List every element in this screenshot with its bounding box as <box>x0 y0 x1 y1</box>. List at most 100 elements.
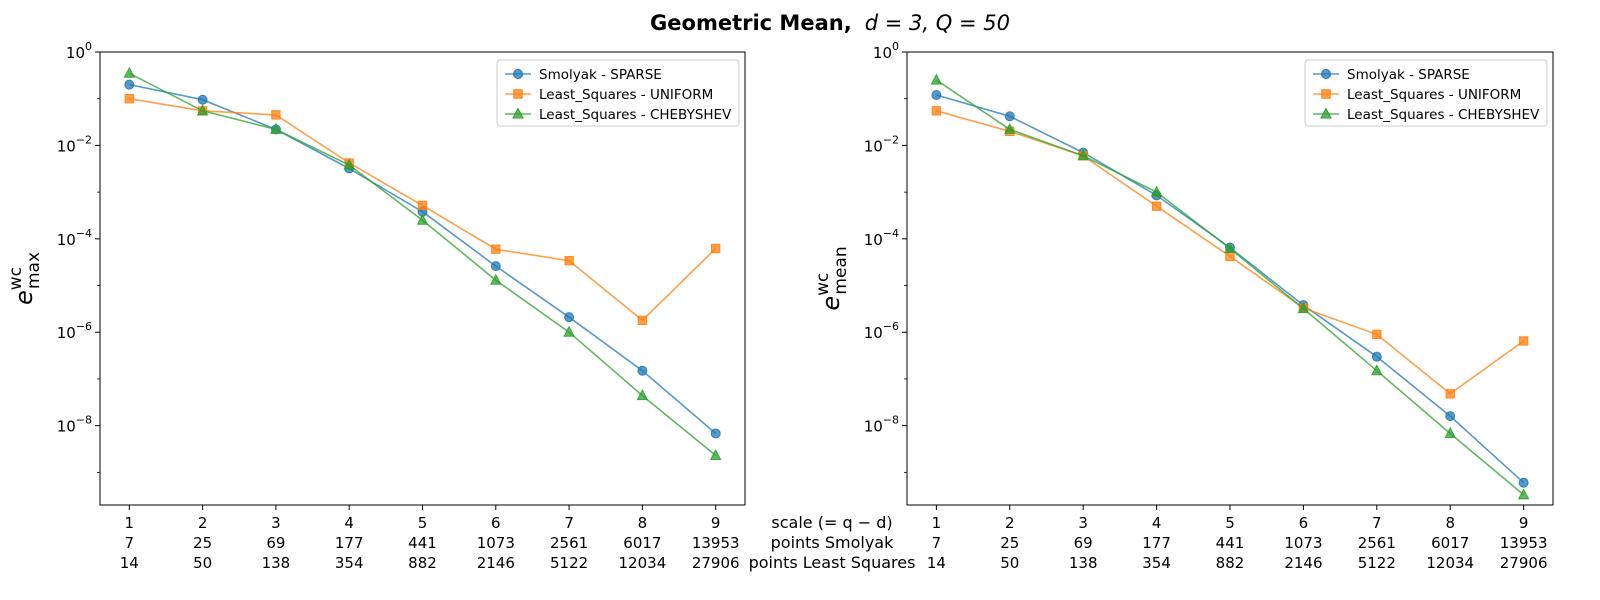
x-tick-label-points-least-squares: 354 <box>335 554 364 572</box>
y-tick-label: 10−8 <box>57 414 92 436</box>
data-point <box>1297 302 1310 314</box>
x-tick-label-points-smolyak: 7 <box>932 534 942 552</box>
legend-label: Least_Squares - CHEBYSHEV <box>539 107 732 123</box>
x-tick-label-scale: 5 <box>1225 514 1235 532</box>
data-point <box>124 79 135 90</box>
legend-marker <box>1320 107 1332 119</box>
title-math-text: d = 3, Q = 50 <box>865 11 1010 35</box>
x-tick-label-points-least-squares: 138 <box>1069 554 1098 572</box>
series-line <box>129 83 717 435</box>
data-point <box>271 110 281 120</box>
y-tick-label: 10−4 <box>864 227 899 249</box>
x-tick-label-points-least-squares: 27906 <box>692 554 740 572</box>
x-tick-label-points-smolyak: 7 <box>125 534 135 552</box>
data-point <box>1224 241 1236 254</box>
x-tick-label-scale: 9 <box>711 514 721 532</box>
legend-marker <box>513 89 523 99</box>
series-line <box>935 79 1525 496</box>
x-row-label: points Smolyak <box>771 533 894 552</box>
data-point <box>931 106 942 116</box>
x-tick-label-points-least-squares: 50 <box>1000 554 1019 572</box>
x-tick-label-points-smolyak: 441 <box>408 534 437 552</box>
y-tick-label: 10−2 <box>57 133 92 155</box>
data-point <box>270 122 282 134</box>
x-tick-label-points-smolyak: 2561 <box>1358 534 1396 552</box>
legend-marker <box>513 69 523 79</box>
x-tick-label-points-smolyak: 177 <box>335 534 364 552</box>
x-row-label: points Least Squares <box>749 553 916 572</box>
x-tick-label-points-smolyak: 69 <box>1074 534 1093 552</box>
data-point <box>709 448 722 460</box>
x-tick-label-points-least-squares: 882 <box>1216 554 1245 572</box>
data-point <box>123 66 136 78</box>
data-point <box>1077 149 1090 161</box>
data-point <box>1151 201 1162 211</box>
x-row-label: scale (= q − d) <box>771 513 892 532</box>
data-point <box>563 325 575 337</box>
x-tick-label-scale: 2 <box>198 514 208 532</box>
x-tick-label-points-least-squares: 27906 <box>1500 554 1548 572</box>
legend-marker <box>1321 89 1331 99</box>
x-tick-label-points-least-squares: 2146 <box>1284 554 1322 572</box>
y-tick-label: 10−2 <box>864 133 899 155</box>
y-axis-label: ewcmax <box>6 252 44 305</box>
data-point <box>931 90 942 101</box>
data-point <box>1518 477 1529 488</box>
x-tick-label-points-smolyak: 25 <box>193 534 212 552</box>
x-tick-label-points-smolyak: 6017 <box>623 534 661 552</box>
y-tick-label: 100 <box>873 40 899 62</box>
x-tick-label-scale: 1 <box>932 514 942 532</box>
data-point <box>489 273 502 285</box>
x-tick-label-points-least-squares: 354 <box>1142 554 1171 572</box>
legend-frame <box>496 59 740 127</box>
x-tick-label-points-smolyak: 69 <box>266 534 285 552</box>
x-tick-label-points-least-squares: 14 <box>120 554 139 572</box>
data-point <box>1445 411 1456 422</box>
legend-marker <box>1321 69 1331 79</box>
data-point <box>197 94 208 105</box>
chart-panel-2: 10010−210−410−610−8ewcmean17142255036913… <box>813 40 1554 572</box>
x-tick-label-scale: 7 <box>1372 514 1382 532</box>
x-tick-label-points-least-squares: 12034 <box>619 554 667 572</box>
y-tick-label: 100 <box>66 40 92 62</box>
figure-title: Geometric Mean, d = 3, Q = 50 <box>650 11 1010 35</box>
x-tick-label-points-smolyak: 177 <box>1142 534 1171 552</box>
data-point <box>124 94 135 104</box>
y-tick-label: 10−4 <box>57 227 92 249</box>
x-tick-label-scale: 6 <box>1299 514 1309 532</box>
y-tick-label: 10−8 <box>864 414 899 436</box>
legend-label: Smolyak - SPARSE <box>1347 67 1470 83</box>
x-tick-label-scale: 6 <box>491 514 501 532</box>
x-tick-label-points-smolyak: 13953 <box>1500 534 1548 552</box>
data-point <box>1517 488 1530 500</box>
data-point <box>1518 336 1529 346</box>
x-tick-label-points-least-squares: 2146 <box>477 554 515 572</box>
x-tick-label-points-least-squares: 5122 <box>1358 554 1396 572</box>
data-point <box>564 312 575 323</box>
x-tick-label-points-smolyak: 2561 <box>550 534 588 552</box>
legend: Smolyak - SPARSE Least_Squares - UNIFORM L… <box>1304 59 1548 127</box>
legend-frame <box>1304 59 1548 127</box>
x-tick-label-scale: 3 <box>271 514 281 532</box>
data-point <box>1225 251 1235 262</box>
data-point <box>1444 426 1457 438</box>
y-axis-label: ewcmean <box>813 246 851 310</box>
data-point <box>1150 185 1163 197</box>
data-point <box>196 104 209 116</box>
data-point <box>637 315 648 326</box>
data-point <box>1370 364 1383 376</box>
chart-panel-1: 10010−210−410−610−8ewcmax171422550369138… <box>6 40 746 572</box>
legend-label: Least_Squares - CHEBYSHEV <box>1347 107 1540 123</box>
y-tick-label: 10−6 <box>864 320 899 342</box>
data-point <box>343 158 356 170</box>
data-point <box>1445 389 1455 399</box>
x-tick-label-points-least-squares: 5122 <box>550 554 588 572</box>
series-line <box>936 94 1525 484</box>
x-tick-label-scale: 7 <box>564 514 574 532</box>
data-point <box>1004 111 1015 122</box>
x-tick-label-scale: 2 <box>1005 514 1015 532</box>
x-tick-label-scale: 3 <box>1078 514 1088 532</box>
data-point <box>930 73 943 85</box>
x-tick-label-points-least-squares: 14 <box>927 554 946 572</box>
